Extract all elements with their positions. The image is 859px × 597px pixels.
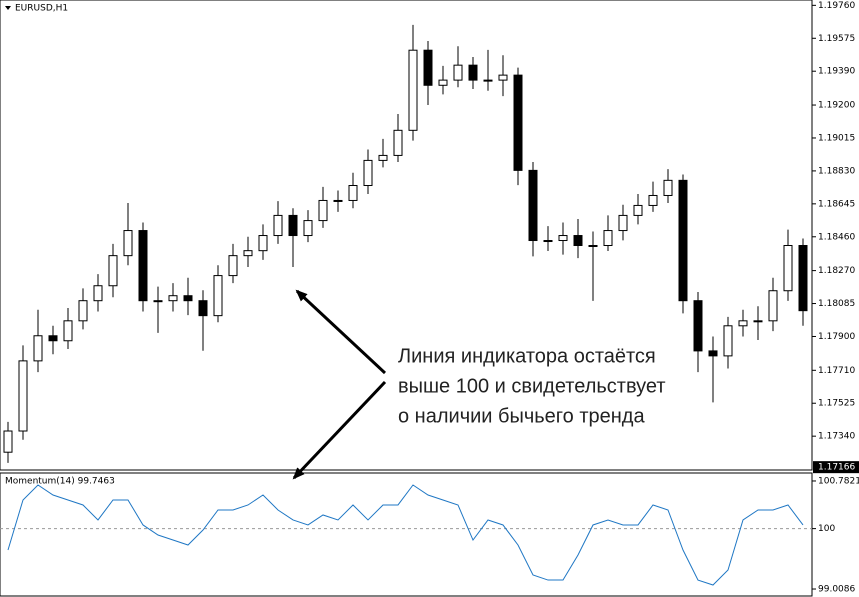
candle-body bbox=[723, 325, 733, 357]
candle-body bbox=[633, 204, 643, 216]
candle-body bbox=[393, 129, 403, 156]
candle-body bbox=[693, 300, 703, 352]
candle-body bbox=[423, 49, 433, 86]
candle-body bbox=[498, 74, 508, 81]
y-tick-label: 1.17525 bbox=[818, 399, 855, 409]
indicator-title: Momentum(14) 99.7463 bbox=[5, 477, 115, 487]
y-tick-label: 1.17900 bbox=[818, 332, 855, 342]
y-tick-label: 1.17710 bbox=[818, 366, 855, 376]
indicator-pane bbox=[0, 472, 813, 597]
candle-body bbox=[48, 335, 58, 342]
y-tick-label: 1.19575 bbox=[818, 34, 855, 44]
momentum-line bbox=[7, 484, 804, 586]
candle-body bbox=[588, 245, 598, 248]
annotation-line: Линия индикатора остаётся bbox=[398, 345, 656, 367]
y-tick-label: 1.19390 bbox=[818, 67, 855, 77]
candle-body bbox=[33, 335, 43, 362]
candle-body bbox=[483, 79, 493, 82]
candle-body bbox=[453, 64, 463, 81]
candle-body bbox=[288, 214, 298, 237]
y-tick-label: 1.19760 bbox=[818, 1, 855, 11]
candle-body bbox=[123, 230, 133, 257]
y-tick-label: 1.18085 bbox=[818, 299, 855, 309]
candle-body bbox=[438, 79, 448, 86]
candle-body bbox=[678, 179, 688, 302]
candle-body bbox=[513, 74, 523, 171]
candle-body bbox=[378, 154, 388, 161]
candle-body bbox=[18, 360, 28, 432]
candle-body bbox=[333, 199, 343, 202]
candle-body bbox=[303, 220, 313, 237]
y-tick-label: 99.0086 bbox=[818, 585, 855, 595]
candle-body bbox=[3, 430, 13, 453]
symbol-title: EURUSD,H1 bbox=[15, 4, 68, 14]
y-tick-label: 1.18645 bbox=[818, 199, 855, 209]
candle-body bbox=[528, 169, 538, 242]
candle-body bbox=[273, 214, 283, 237]
y-tick-label: 1.19015 bbox=[818, 133, 855, 143]
symbol-menu-icon[interactable] bbox=[5, 6, 11, 10]
candle-body bbox=[228, 255, 238, 277]
y-tick-label: 1.18460 bbox=[818, 232, 855, 242]
candle-body bbox=[153, 300, 163, 303]
candle-body bbox=[618, 214, 628, 232]
candle-body bbox=[663, 179, 673, 196]
candle-body bbox=[243, 250, 253, 257]
candle-body bbox=[798, 245, 808, 312]
y-tick-label: 1.19200 bbox=[818, 101, 855, 111]
candle-body bbox=[468, 64, 478, 81]
y-tick-label: 100 bbox=[818, 524, 835, 534]
candle-body bbox=[78, 300, 88, 322]
candle-body bbox=[783, 245, 793, 292]
candle-body bbox=[198, 300, 208, 317]
candle-body bbox=[168, 295, 178, 302]
candle-body bbox=[573, 235, 583, 247]
arrow bbox=[292, 380, 387, 480]
candle-body bbox=[753, 320, 763, 323]
y-tick-label: 1.17340 bbox=[818, 432, 855, 442]
candle-body bbox=[213, 275, 223, 317]
current-price-label: 1.17166 bbox=[818, 463, 855, 473]
candle-body bbox=[348, 185, 358, 201]
y-tick-label: 100.7821 bbox=[818, 476, 859, 486]
candle-body bbox=[708, 350, 718, 357]
candle-body bbox=[108, 255, 118, 287]
candle-body bbox=[603, 230, 613, 247]
candle-body bbox=[768, 290, 778, 322]
candle-body bbox=[318, 199, 328, 222]
current-price-box bbox=[813, 461, 859, 474]
candle-body bbox=[93, 285, 103, 302]
candle-body bbox=[258, 235, 268, 252]
candle-body bbox=[63, 320, 73, 342]
candle-body bbox=[138, 230, 148, 302]
candle-body bbox=[543, 240, 553, 243]
candle-body bbox=[408, 49, 418, 131]
arrow bbox=[295, 289, 387, 375]
y-tick-label: 1.18270 bbox=[818, 266, 855, 276]
candle-body bbox=[648, 194, 658, 206]
annotation-line: выше 100 и свидетельствует bbox=[398, 375, 666, 397]
annotation-line: о наличии бычьего тренда bbox=[398, 405, 645, 427]
price-pane bbox=[0, 0, 813, 471]
y-tick-label: 1.18830 bbox=[818, 166, 855, 176]
candle-body bbox=[558, 235, 568, 242]
candle-body bbox=[363, 159, 373, 187]
candle-body bbox=[183, 295, 193, 302]
candle-body bbox=[738, 320, 748, 327]
